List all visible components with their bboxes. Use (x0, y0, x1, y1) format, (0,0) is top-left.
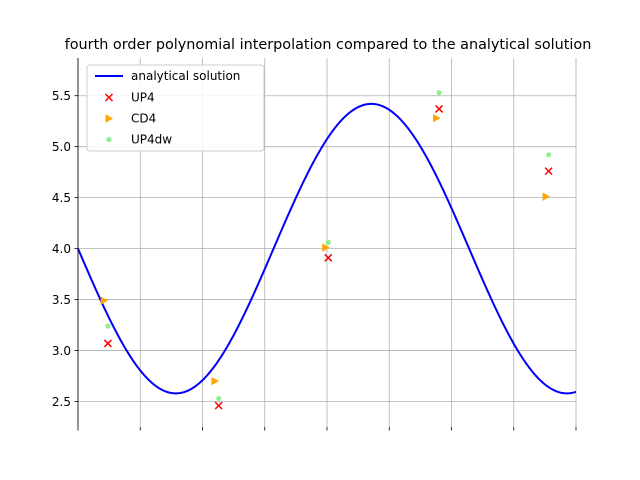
marker-stroke (104, 93, 114, 102)
marker-up4 (324, 253, 333, 262)
legend-cd4-label: CD4 (131, 112, 156, 126)
marker-cd4 (433, 113, 441, 123)
marker-stroke (214, 401, 223, 410)
legend-marker-cd4 (105, 114, 113, 123)
y-tick-label: 3.0 (52, 344, 71, 358)
marker-up4dw (325, 239, 331, 246)
marker-stroke (324, 253, 333, 262)
marker-stroke (544, 167, 553, 176)
marker-up4 (435, 104, 444, 113)
legend-up4dw-swatch (106, 136, 112, 143)
marker-cd4 (100, 296, 109, 305)
marker-cd4 (322, 243, 330, 252)
y-tick-label: 5.5 (52, 89, 71, 103)
y-tick-label: 3.5 (52, 293, 71, 307)
markers-layer (100, 90, 553, 410)
marker-up4dw (436, 90, 442, 96)
legend-marker-up4dw (106, 136, 112, 143)
marker-up4 (214, 401, 223, 410)
legend: analytical solution UP4 CD4 UP4dw (86, 64, 265, 152)
chart-title: fourth order polynomial interpolation co… (65, 37, 592, 53)
marker-stroke (435, 104, 444, 113)
y-tick-label: 5.0 (52, 140, 71, 154)
legend-up4dw-label: UP4dw (131, 133, 172, 147)
marker-cd4 (542, 192, 551, 201)
y-tick-label: 4.0 (52, 242, 71, 256)
marker-up4dw (216, 395, 222, 402)
analytical-layer (77, 102, 577, 395)
legend-marker-up4 (104, 93, 114, 102)
y-tick-label: 4.5 (52, 191, 71, 205)
marker-cd4 (211, 376, 219, 386)
marker-up4 (103, 339, 112, 348)
marker-up4 (544, 167, 553, 176)
legend-box (86, 64, 265, 152)
x-axis-ticks (77, 427, 577, 431)
y-tick-label: 2.5 (52, 395, 71, 409)
legend-up4-label: UP4 (131, 91, 155, 105)
legend-analytical-label: analytical solution (131, 69, 240, 83)
legend-up4-swatch (104, 93, 114, 102)
y-axis-ticks: 2.5 3.0 3.5 4.0 4.5 5.0 5.5 (52, 89, 78, 409)
marker-stroke (103, 339, 112, 348)
marker-up4dw (105, 323, 111, 329)
legend-cd4-swatch (105, 114, 113, 123)
marker-up4dw (546, 152, 552, 158)
analytical-solution-line (77, 102, 577, 395)
